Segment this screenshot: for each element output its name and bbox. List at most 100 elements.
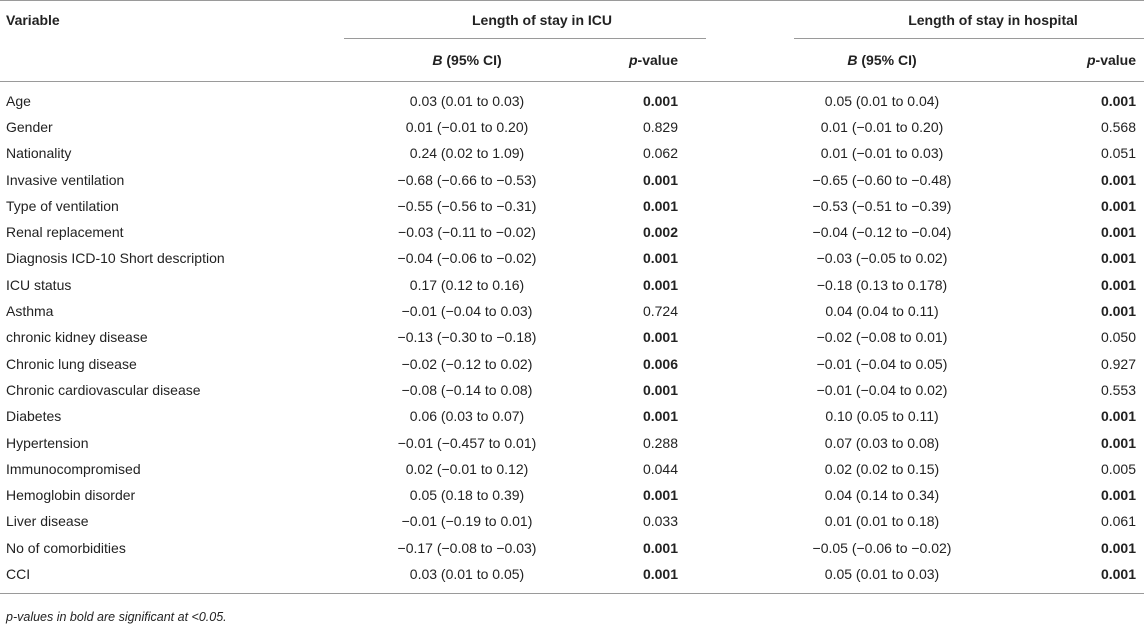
cell-icu-b: −0.55 (−0.56 to −0.31) [397, 197, 537, 214]
table-row: chronic kidney disease −0.13 (−0.30 to −0… [0, 324, 1144, 350]
cell-hospital-p: 0.050 [1100, 329, 1136, 346]
cell-hospital-p: 0.001 [1100, 276, 1136, 293]
cell-variable: Type of ventilation [6, 197, 119, 214]
cell-icu-p: 0.001 [642, 408, 678, 425]
column-header-hospital-b: B (95% CI) [692, 38, 1022, 82]
cell-hospital-p: 0.001 [1100, 303, 1136, 320]
cell-variable: CCI [0, 560, 272, 595]
cell-icu-b: 0.01 (−0.01 to 0.20) [405, 118, 529, 135]
table-row: Gender 0.01 (−0.01 to 0.20) 0.829 0.01 (−0.… [0, 114, 1144, 140]
p-label-rest: -value [1095, 51, 1136, 68]
cell-variable: Nationality [6, 145, 72, 162]
cell-hospital-p: 0.568 [1100, 118, 1136, 135]
column-group-hospital-label: Length of stay in hospital [908, 12, 1078, 28]
table-header: Variable Length of stay in ICU Length of… [0, 0, 1144, 82]
cell-hospital-b: 0.04 (0.04 to 0.11) [825, 303, 939, 320]
cell-hospital-p: 0.051 [1100, 145, 1136, 162]
cell-icu-b: −0.01 (−0.457 to 0.01) [397, 434, 537, 451]
cell-icu-p: 0.001 [642, 381, 678, 398]
cell-icu-p: 0.001 [642, 276, 678, 293]
cell-icu-p: 0.001 [642, 250, 678, 267]
table-row: Nationality 0.24 (0.02 to 1.09) 0.062 0.01 … [0, 140, 1144, 166]
cell-hospital-p: 0.001 [1100, 539, 1136, 556]
regression-table-container: Variable Length of stay in ICU Length of… [0, 0, 1144, 595]
cell-hospital-p: 0.001 [1022, 560, 1144, 595]
column-group-icu: Length of stay in ICU [272, 0, 692, 39]
cell-variable: Hemoglobin disorder [6, 487, 136, 504]
cell-variable: No of comorbidities [6, 539, 126, 556]
cell-hospital-p: 0.005 [1100, 460, 1136, 477]
table-row: Chronic cardiovascular disease −0.08 (−0.… [0, 377, 1144, 403]
table-row: Asthma −0.01 (−0.04 to 0.03) 0.724 0.04 (0.… [0, 298, 1144, 324]
b-label-rest: (95% CI) [442, 51, 502, 68]
b-label-rest: (95% CI) [857, 51, 917, 68]
cell-variable: Chronic lung disease [6, 355, 137, 372]
column-header-hospital-p: p-value [1022, 38, 1144, 82]
cell-hospital-b: 0.05 (0.01 to 0.03) [692, 560, 1022, 595]
cell-hospital-b: −0.01 (−0.04 to 0.05) [816, 355, 948, 372]
cell-hospital-b: 0.05 (0.01 to 0.04) [824, 92, 940, 109]
hospital-group-rule [794, 38, 1144, 39]
column-group-icu-label: Length of stay in ICU [472, 12, 612, 28]
cell-hospital-b: −0.03 (−0.05 to 0.02) [816, 250, 948, 267]
table-row: ICU status 0.17 (0.12 to 0.16) 0.001 −0.18 … [0, 272, 1144, 298]
regression-table: Variable Length of stay in ICU Length of… [0, 0, 1144, 595]
cell-icu-b: −0.68 (−0.66 to −0.53) [397, 171, 537, 188]
cell-icu-p: 0.724 [642, 303, 678, 320]
column-group-hospital: Length of stay in hospital [692, 0, 1144, 39]
cell-icu-p: 0.001 [642, 171, 678, 188]
p-label-italic: p [1086, 51, 1096, 68]
cell-variable: Diabetes [6, 408, 62, 425]
cell-icu-b: 0.24 (0.02 to 1.09) [409, 145, 525, 162]
cell-icu-b: −0.04 (−0.06 to −0.02) [397, 250, 537, 267]
cell-hospital-b: 0.02 (0.02 to 0.15) [824, 460, 940, 477]
b-label-italic: B [432, 51, 443, 68]
cell-icu-b: 0.02 (−0.01 to 0.12) [405, 460, 529, 477]
cell-icu-b: 0.05 (0.18 to 0.39) [409, 487, 525, 504]
table-footnote: p-values in bold are significant at <0.0… [6, 610, 227, 624]
cell-icu-p: 0.001 [642, 539, 678, 556]
cell-variable: chronic kidney disease [6, 329, 148, 346]
cell-icu-p: 0.006 [642, 355, 678, 372]
cell-icu-b: −0.17 (−0.08 to −0.03) [397, 539, 537, 556]
cell-icu-b: −0.08 (−0.14 to 0.08) [401, 381, 533, 398]
cell-icu-p: 0.001 [642, 92, 678, 109]
footnote-text: p-values in bold are significant at <0.0… [6, 610, 227, 624]
cell-hospital-p: 0.001 [1100, 408, 1136, 425]
cell-hospital-b: −0.53 (−0.51 to −0.39) [812, 197, 952, 214]
cell-hospital-p: 0.001 [1100, 92, 1136, 109]
column-header-spacer [0, 38, 272, 82]
cell-variable: Asthma [6, 303, 54, 320]
cell-variable: ICU status [6, 276, 72, 293]
cell-hospital-p: 0.001 [1100, 171, 1136, 188]
cell-icu-b: −0.01 (−0.19 to 0.01) [401, 513, 533, 530]
cell-hospital-p: 0.553 [1100, 381, 1136, 398]
cell-icu-p: 0.044 [642, 460, 678, 477]
cell-icu-p: 0.001 [612, 560, 692, 595]
cell-hospital-b: 0.07 (0.03 to 0.08) [824, 434, 940, 451]
cell-icu-b: −0.03 (−0.11 to −0.02) [398, 224, 536, 241]
table-row: Age 0.03 (0.01 to 0.03) 0.001 0.05 (0.01 to… [0, 81, 1144, 114]
cell-hospital-b: 0.01 (−0.01 to 0.20) [820, 118, 944, 135]
column-header-icu-p: p-value [612, 38, 692, 82]
table-row: Renal replacement −0.03 (−0.11 to −0.02) 0… [0, 219, 1144, 245]
cell-variable: Invasive ventilation [6, 171, 125, 188]
table-row: CCI 0.03 (0.01 to 0.05) 0.001 0.05 (0.01 to… [0, 560, 1144, 595]
header-row-groups: Variable Length of stay in ICU Length of… [0, 0, 1144, 39]
cell-variable: Chronic cardiovascular disease [6, 381, 201, 398]
cell-icu-b: −0.13 (−0.30 to −0.18) [397, 329, 537, 346]
cell-variable: Renal replacement [6, 224, 124, 241]
cell-hospital-p: 0.001 [1100, 197, 1136, 214]
cell-icu-p: 0.002 [642, 224, 678, 241]
cell-variable: Liver disease [6, 513, 89, 530]
cell-icu-p: 0.001 [642, 197, 678, 214]
table-row: Chronic lung disease −0.02 (−0.12 to 0.02… [0, 350, 1144, 376]
cell-variable: Age [6, 92, 31, 109]
cell-hospital-b: 0.01 (−0.01 to 0.03) [820, 145, 944, 162]
cell-hospital-p: 0.061 [1100, 513, 1136, 530]
cell-icu-p: 0.001 [642, 329, 678, 346]
cell-icu-b: 0.17 (0.12 to 0.16) [409, 276, 525, 293]
table-row: Type of ventilation −0.55 (−0.56 to −0.31… [0, 193, 1144, 219]
cell-variable: Gender [6, 118, 53, 135]
column-header-icu-b: B (95% CI) [272, 38, 612, 82]
